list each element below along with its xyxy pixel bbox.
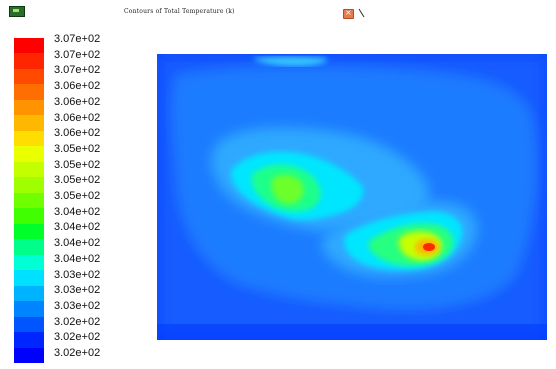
legend-swatch bbox=[14, 146, 44, 163]
legend-label: 3.05e+02 bbox=[54, 158, 101, 171]
legend-label: 3.07e+02 bbox=[54, 64, 101, 77]
color-legend bbox=[14, 38, 44, 364]
graphics-window-titlebar: Contours of Total Temperature (k) × bbox=[0, 0, 556, 22]
legend-label: 3.02e+02 bbox=[54, 347, 101, 359]
legend-swatch bbox=[14, 53, 44, 70]
legend-label: 3.07e+02 bbox=[54, 48, 101, 61]
legend-label: 3.04e+02 bbox=[54, 237, 101, 250]
legend-label: 3.03e+02 bbox=[54, 284, 101, 297]
bottom-band bbox=[157, 324, 547, 340]
legend-label: 3.03e+02 bbox=[54, 268, 101, 281]
legend-swatch bbox=[14, 254, 44, 271]
legend-label: 3.02e+02 bbox=[54, 315, 101, 328]
close-icon: × bbox=[345, 8, 352, 17]
legend-label: 3.02e+02 bbox=[54, 331, 101, 344]
legend-label: 3.06e+02 bbox=[54, 80, 101, 93]
window-title: Contours of Total Temperature (k) bbox=[124, 8, 235, 15]
legend-swatch bbox=[14, 84, 44, 101]
app-icon[interactable] bbox=[9, 6, 25, 17]
legend-swatch bbox=[14, 192, 44, 209]
legend-swatch bbox=[14, 223, 44, 240]
legend-swatch bbox=[14, 316, 44, 333]
legend-swatch bbox=[14, 347, 44, 364]
legend-swatch bbox=[14, 301, 44, 318]
contour-top-strip bbox=[252, 56, 328, 66]
close-button[interactable]: × bbox=[343, 8, 354, 19]
legend-label: 3.05e+02 bbox=[54, 142, 101, 155]
legend-swatch bbox=[14, 38, 44, 54]
legend-swatch bbox=[14, 130, 44, 147]
legend-swatch bbox=[14, 239, 44, 256]
legend-label: 3.04e+02 bbox=[54, 252, 101, 265]
legend-label: 3.06e+02 bbox=[54, 127, 101, 140]
legend-label: 3.06e+02 bbox=[54, 111, 101, 124]
legend-swatch bbox=[14, 285, 44, 302]
legend-swatch bbox=[14, 332, 44, 349]
legend-label: 3.06e+02 bbox=[54, 95, 101, 108]
legend-label: 3.04e+02 bbox=[54, 221, 101, 234]
legend-swatch bbox=[14, 115, 44, 132]
legend-swatch bbox=[14, 270, 44, 287]
legend-label: 3.05e+02 bbox=[54, 174, 101, 187]
legend-swatch bbox=[14, 99, 44, 116]
legend-swatch bbox=[14, 208, 44, 225]
legend-label: 3.07e+02 bbox=[54, 33, 101, 45]
contour-plot[interactable] bbox=[157, 54, 547, 340]
contour-hotspot-red bbox=[423, 243, 435, 251]
legend-swatch bbox=[14, 161, 44, 178]
legend-label: 3.03e+02 bbox=[54, 299, 101, 312]
legend-label: 3.05e+02 bbox=[54, 190, 101, 202]
legend-swatch bbox=[14, 177, 44, 194]
legend-label: 3.04e+02 bbox=[54, 205, 101, 218]
contour-region-yellowgreen-1 bbox=[271, 174, 304, 204]
resize-icon[interactable] bbox=[358, 8, 366, 18]
legend-swatch bbox=[14, 68, 44, 85]
